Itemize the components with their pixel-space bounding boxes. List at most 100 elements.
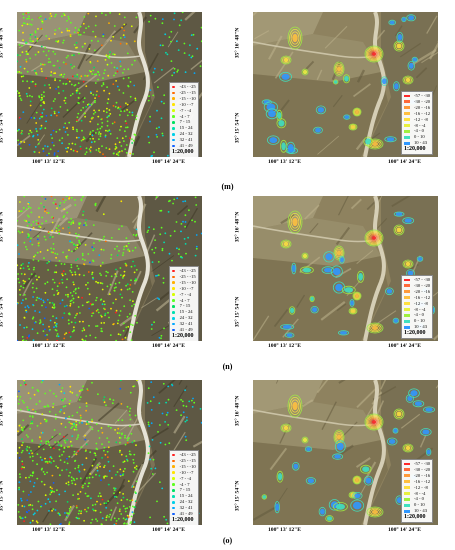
legend-label: -4 - 0 <box>414 312 424 318</box>
legend-entry: -16 - -12 <box>404 295 430 301</box>
lon-right-label: 100° 14' 24"E <box>388 527 422 533</box>
lat-top-label: 35° 16' 48"N <box>0 395 5 427</box>
legend-label: -10 - -7 <box>179 101 194 107</box>
legend-swatch <box>172 91 175 95</box>
lon-left-label: 100° 13' 12"E <box>268 527 302 533</box>
legend-label: -12 - -8 <box>414 484 428 490</box>
legend-swatch <box>172 132 175 136</box>
legend-label: 0 - 10 <box>414 134 425 140</box>
ps-points <box>17 380 202 525</box>
legend-swatch <box>404 290 410 294</box>
legend-label: -30 - -20 <box>414 98 431 104</box>
lat-top-label: 35° 16' 48"N <box>0 27 5 59</box>
legend-swatch <box>404 486 410 489</box>
legend-entry: -43 - -25 <box>172 84 196 90</box>
legend-label: -57 - -30 <box>414 93 431 98</box>
legend-label: -43 - -25 <box>179 84 196 89</box>
legend-label: 0 - 10 <box>414 502 425 508</box>
legend-entry: -4 - 7 <box>172 298 196 304</box>
lon-left-label: 100° 13' 12"E <box>268 159 302 165</box>
legend-label: 10 - 43 <box>414 140 428 146</box>
legend-label: -12 - -8 <box>414 116 428 122</box>
legend-swatch <box>172 322 175 326</box>
legend-swatch <box>172 138 175 142</box>
legend-swatch <box>404 308 410 311</box>
legend-entry: 41 - 49 <box>172 143 196 149</box>
legend-entry: -43 - -25 <box>172 452 196 458</box>
legend-swatch <box>404 284 410 288</box>
legend-swatch <box>172 281 175 285</box>
legend-swatch <box>172 103 175 106</box>
legend-swatch <box>404 492 410 495</box>
legend-swatch <box>404 319 410 323</box>
legend-entry: -7 - -4 <box>172 476 196 482</box>
legend-swatch <box>172 293 175 296</box>
legend-label: -7 - -4 <box>179 107 192 113</box>
lat-top-label: 35° 16' 48"N <box>0 211 5 243</box>
legend-entry: -4 - 0 <box>404 312 430 318</box>
legend-label: 7 - 15 <box>179 487 191 493</box>
legend-entry: 24 - 32 <box>172 499 196 505</box>
legend-label: -7 - -4 <box>179 291 192 297</box>
legend-entry: 10 - 43 <box>404 324 430 330</box>
deformation-contours <box>261 388 435 522</box>
legend-entry: -57 - -30 <box>404 277 430 283</box>
legend-swatch <box>172 471 175 474</box>
lon-left-label: 100° 13' 12"E <box>32 527 66 533</box>
legend-swatch <box>172 299 175 302</box>
legend-swatch <box>404 112 410 116</box>
legend-label: 41 - 49 <box>179 327 193 333</box>
deformation-points-map-o: -43 - -25 -25 - -15 -15 - -10 -10 - -7 -7 - … <box>17 380 202 525</box>
legend-entry: 15 - 24 <box>172 309 196 315</box>
legend-entry: -7 - -4 <box>172 292 196 298</box>
legend-entry: -7 - -4 <box>172 108 196 114</box>
points-legend: -43 - -25 -25 - -15 -15 - -10 -10 - -7 -7 - … <box>169 450 199 525</box>
legend-label: -4 - 0 <box>414 128 424 134</box>
legend-swatch <box>172 115 175 118</box>
legend-entry: 15 - 24 <box>172 125 196 131</box>
scale-label: 1:20,000 <box>404 146 426 153</box>
lon-left-label: 100° 13' 12"E <box>268 343 302 349</box>
legend-swatch <box>172 127 175 130</box>
legend-label: -4 - 7 <box>179 297 190 303</box>
legend-label: -57 - -30 <box>414 461 431 466</box>
scale-label: 1:20,000 <box>404 330 426 337</box>
deformation-points-map-m: -43 - -25 -25 - -15 -15 - -10 -10 - -7 -7 - … <box>17 12 202 157</box>
lon-right-label: 100° 14' 24"E <box>152 527 186 533</box>
legend-label: -20 - -16 <box>414 288 431 294</box>
legend-swatch <box>404 503 410 507</box>
legend-label: 24 - 32 <box>179 315 193 321</box>
legend-entry: -57 - -30 <box>404 93 430 99</box>
legend-entry: -4 - 0 <box>404 128 430 134</box>
legend-swatch <box>404 313 410 317</box>
legend-label: -43 - -25 <box>179 268 196 273</box>
ps-points <box>17 12 202 157</box>
legend-label: 32 - 41 <box>179 137 193 143</box>
legend-label: 24 - 32 <box>179 131 193 137</box>
legend-entry: -10 - -7 <box>172 102 196 108</box>
legend-swatch <box>172 477 175 480</box>
legend-label: -30 - -20 <box>414 466 431 472</box>
legend-label: 10 - 43 <box>414 324 428 330</box>
legend-swatch <box>172 144 175 148</box>
legend-entry: 32 - 41 <box>172 321 196 327</box>
legend-label: -15 - -10 <box>179 279 196 285</box>
deformation-contour-map-m: -57 - -30 -30 - -20 -20 - -16 -16 - -12 -12 … <box>253 12 438 157</box>
legend-entry: -10 - -7 <box>172 286 196 292</box>
legend-label: 32 - 41 <box>179 505 193 511</box>
legend-label: -8 - -4 <box>414 122 426 128</box>
legend-entry: -30 - -20 <box>404 99 430 105</box>
lon-left-label: 100° 13' 12"E <box>32 159 66 165</box>
lat-top-label: 35° 16' 48"N <box>234 395 241 427</box>
legend-entry: -12 - -8 <box>404 301 430 307</box>
legend-label: -57 - -30 <box>414 277 431 282</box>
legend-entry: 24 - 32 <box>172 315 196 321</box>
legend-label: 41 - 49 <box>179 143 193 149</box>
legend-entry: 32 - 41 <box>172 505 196 511</box>
legend-entry: -8 - -4 <box>404 491 430 497</box>
lat-bottom-label: 35° 15' 54"N <box>0 480 5 512</box>
legend-swatch <box>172 453 175 457</box>
legend-label: -16 - -12 <box>414 110 431 116</box>
legend-label: 15 - 24 <box>179 493 193 499</box>
lat-top-label: 35° 16' 48"N <box>234 211 241 243</box>
